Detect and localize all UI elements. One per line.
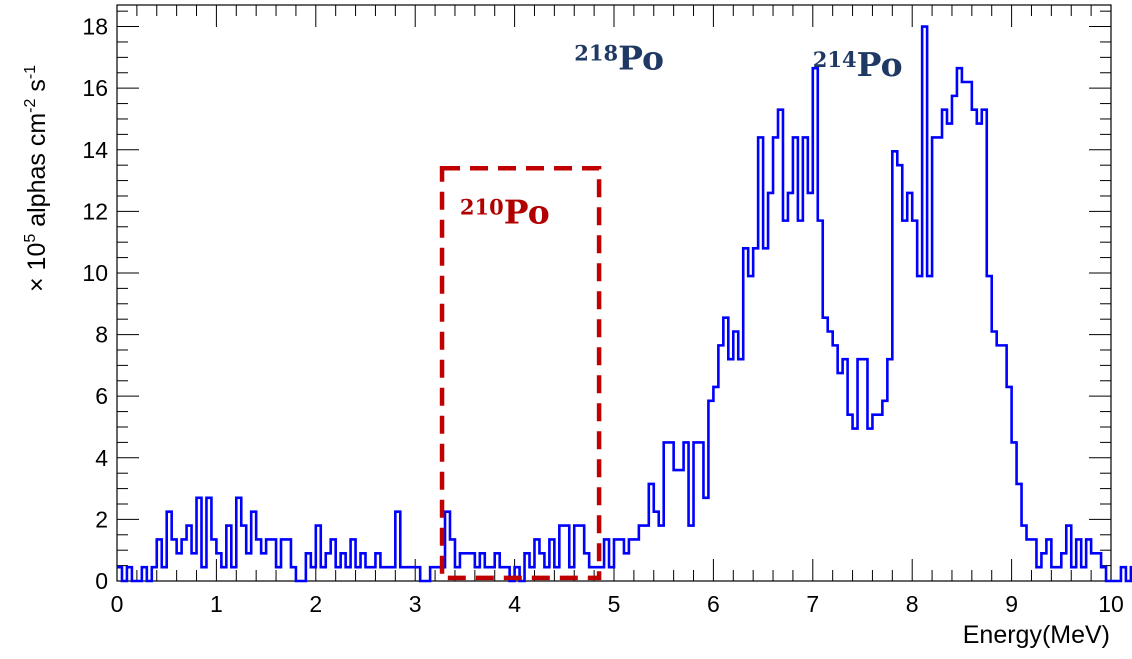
axis-ticks bbox=[116, 5, 1112, 582]
po210-region-box bbox=[439, 166, 602, 581]
y-axis-title-unit: alphas cm bbox=[23, 113, 51, 234]
x-tick-labels: 0 1 2 3 4 5 6 7 8 9 10 bbox=[111, 591, 1124, 617]
y-axis-title-unit-exp: -2 bbox=[22, 99, 39, 113]
po218-label-mass: 218 bbox=[574, 41, 618, 66]
x-tick-label: 3 bbox=[409, 591, 422, 617]
y-axis-title: × 105 alphas cm-2 s-1 bbox=[22, 65, 51, 292]
po210-region bbox=[439, 166, 602, 581]
po210-label-symbol: Po bbox=[504, 193, 550, 232]
y-tick-label: 14 bbox=[82, 137, 108, 163]
y-tick-label: 16 bbox=[82, 75, 108, 101]
po214-label: 214Po bbox=[813, 45, 903, 84]
x-tick-label: 7 bbox=[806, 591, 819, 617]
x-tick-label: 10 bbox=[1098, 591, 1124, 617]
po210-label: 210Po bbox=[460, 193, 550, 232]
x-tick-label: 9 bbox=[1005, 591, 1018, 617]
y-tick-label: 6 bbox=[95, 383, 108, 409]
y-tick-labels: 0 2 4 6 8 10 12 14 16 18 bbox=[82, 14, 108, 594]
y-axis-title-unit2: s bbox=[23, 79, 51, 98]
y-tick-label: 0 bbox=[95, 568, 108, 594]
histogram-series bbox=[117, 25, 1132, 583]
x-tick-label: 5 bbox=[608, 591, 621, 617]
histogram-line bbox=[117, 25, 1132, 583]
x-tick-label: 0 bbox=[111, 591, 124, 617]
plot-frame bbox=[116, 4, 1112, 582]
po210-label-mass: 210 bbox=[460, 195, 504, 220]
x-axis-title: Energy(MeV) bbox=[963, 621, 1110, 649]
x-tick-label: 8 bbox=[906, 591, 919, 617]
x-tick-label: 1 bbox=[210, 591, 223, 617]
plot-border bbox=[116, 4, 1112, 582]
x-tick-label: 6 bbox=[707, 591, 720, 617]
y-axis-title-unit2-exp: -1 bbox=[22, 65, 39, 79]
po214-label-mass: 214 bbox=[813, 47, 857, 72]
y-tick-label: 12 bbox=[82, 198, 108, 224]
po218-label: 218Po bbox=[574, 39, 664, 78]
po218-label-symbol: Po bbox=[618, 39, 664, 78]
po214-label-symbol: Po bbox=[857, 45, 903, 84]
y-axis-title-prefix: × 10 bbox=[23, 243, 51, 292]
y-tick-label: 18 bbox=[82, 14, 108, 40]
x-tick-label: 2 bbox=[309, 591, 322, 617]
y-tick-label: 2 bbox=[95, 506, 108, 532]
y-axis-title-exp: 5 bbox=[22, 234, 39, 243]
y-tick-label: 10 bbox=[82, 260, 108, 286]
y-tick-label: 8 bbox=[95, 322, 108, 348]
y-tick-label: 4 bbox=[95, 445, 108, 471]
x-tick-label: 4 bbox=[508, 591, 521, 617]
